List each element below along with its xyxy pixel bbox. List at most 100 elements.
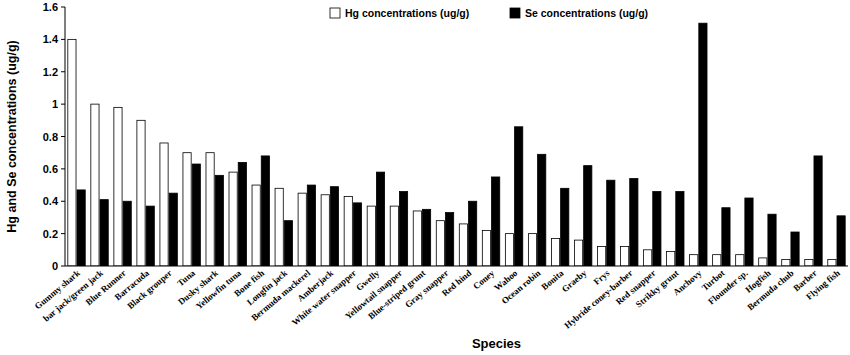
bar	[644, 250, 652, 266]
bar	[353, 203, 361, 266]
bar	[261, 156, 269, 266]
y-tick	[61, 71, 65, 72]
bar	[298, 193, 306, 266]
bar	[814, 156, 822, 266]
x-tick-label: Ocean robin	[500, 268, 543, 306]
bar	[238, 162, 246, 266]
bar	[91, 104, 99, 266]
bar	[469, 201, 477, 266]
bar	[551, 238, 559, 266]
bar	[759, 258, 767, 266]
bars	[68, 23, 845, 266]
bar	[413, 211, 421, 266]
x-tick-label: Graeby	[560, 268, 589, 295]
bar	[123, 201, 131, 266]
bar	[722, 208, 730, 266]
legend-label: Hg concentrations (ug/g)	[345, 7, 469, 19]
bar	[630, 179, 638, 266]
bar	[137, 120, 145, 266]
bar	[307, 185, 315, 266]
bar	[607, 180, 615, 266]
bar	[574, 240, 582, 266]
bar	[699, 23, 707, 266]
y-tick-label: 0.6	[43, 163, 58, 175]
bar	[584, 166, 592, 266]
bar	[768, 214, 776, 266]
bar	[805, 260, 813, 266]
bar	[146, 206, 154, 266]
bar	[713, 255, 721, 266]
bar	[745, 198, 753, 266]
bar	[459, 224, 467, 266]
bar	[505, 234, 513, 266]
bar	[621, 247, 629, 266]
y-tick-label: 1.4	[43, 33, 59, 45]
x-axis-label: Species	[472, 336, 521, 351]
bar	[206, 153, 214, 266]
y-tick	[61, 233, 65, 234]
bar	[192, 164, 200, 266]
bar	[376, 172, 384, 266]
legend-label: Se concentrations (ug/g)	[525, 7, 648, 19]
bar	[538, 154, 546, 266]
bar	[321, 195, 329, 266]
x-tick-label: Coney	[471, 268, 497, 292]
bar	[77, 190, 85, 266]
y-tick-label: 1.6	[43, 1, 58, 13]
bar	[690, 255, 698, 266]
x-tick-label: Red hind	[440, 268, 473, 298]
bar	[597, 247, 605, 266]
bar	[653, 192, 661, 266]
x-tick-label: Flying fish	[804, 268, 842, 302]
x-axis	[65, 266, 848, 267]
chart: 00.20.40.60.811.21.41.6Gummy sharkbar ja…	[0, 0, 850, 355]
bar	[275, 188, 283, 266]
y-tick	[61, 266, 65, 267]
y-tick	[61, 201, 65, 202]
bar	[183, 153, 191, 266]
bar	[284, 221, 292, 266]
y-tick	[61, 136, 65, 137]
y-tick	[61, 39, 65, 40]
bar	[492, 177, 500, 266]
bar	[482, 230, 490, 266]
bar	[367, 206, 375, 266]
bar	[736, 255, 744, 266]
x-tick-label: Black grouper	[125, 268, 174, 311]
x-tick-label: Bermuda chub	[745, 268, 795, 312]
legend-swatch	[510, 8, 520, 18]
y-tick	[61, 7, 65, 8]
y-axis-label: Hg and Se concentrations (ug/g)	[5, 40, 19, 232]
y-tick-label: 0.2	[43, 228, 58, 240]
y-tick-label: 0.8	[43, 131, 58, 143]
bar	[837, 216, 845, 266]
y-tick-label: 1.2	[43, 66, 58, 78]
y-tick-label: 0	[52, 260, 58, 272]
bar	[828, 260, 836, 266]
bar	[791, 232, 799, 266]
y-tick-label: 0.4	[43, 195, 59, 207]
bar	[667, 251, 675, 266]
bar	[422, 209, 430, 266]
bar	[344, 196, 352, 266]
y-tick-label: 1	[52, 98, 58, 110]
bar	[229, 172, 237, 266]
x-tick-label: Anchovy	[671, 268, 704, 298]
bar	[160, 143, 168, 266]
bar	[68, 39, 76, 266]
bar	[782, 260, 790, 266]
bar	[252, 185, 260, 266]
bar	[390, 206, 398, 266]
bar	[100, 200, 108, 266]
legend: Hg concentrations (ug/g) Se concentration…	[330, 7, 648, 19]
bar	[561, 188, 569, 266]
bar	[215, 175, 223, 266]
bar	[169, 193, 177, 266]
bar	[515, 127, 523, 266]
bar	[399, 192, 407, 266]
y-tick	[61, 168, 65, 169]
bar	[676, 192, 684, 266]
bar	[528, 234, 536, 266]
bar	[436, 221, 444, 266]
bar	[114, 107, 122, 266]
